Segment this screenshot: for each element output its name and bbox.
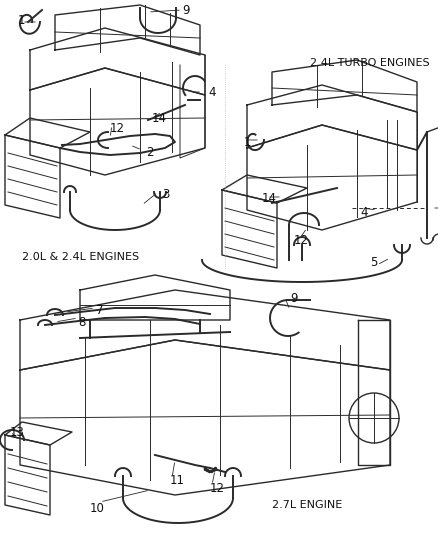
Text: 11: 11: [170, 473, 185, 487]
Text: 12: 12: [294, 233, 309, 246]
Text: 13: 13: [10, 425, 25, 439]
Text: 1: 1: [18, 13, 25, 27]
Text: 2.7L ENGINE: 2.7L ENGINE: [272, 500, 342, 510]
Text: 8: 8: [78, 316, 85, 328]
Text: 4: 4: [360, 206, 367, 219]
Text: 4: 4: [208, 85, 215, 99]
Text: 1: 1: [244, 135, 251, 149]
Text: 9: 9: [290, 292, 297, 304]
Text: 9: 9: [182, 4, 190, 17]
Text: 2: 2: [146, 146, 153, 158]
Text: 5: 5: [370, 255, 378, 269]
Text: 12: 12: [110, 122, 125, 134]
Text: 14: 14: [262, 191, 277, 205]
Text: 12: 12: [210, 481, 225, 495]
Text: 2.4L TURBO ENGINES: 2.4L TURBO ENGINES: [310, 58, 430, 68]
Text: 7: 7: [96, 303, 103, 317]
Text: 2.0L & 2.4L ENGINES: 2.0L & 2.4L ENGINES: [22, 252, 139, 262]
Text: 10: 10: [90, 502, 105, 514]
Text: 14: 14: [152, 111, 167, 125]
Text: 3: 3: [162, 189, 170, 201]
